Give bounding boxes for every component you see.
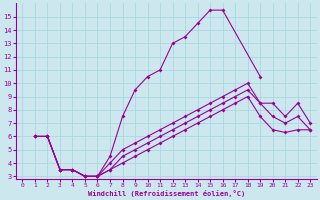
X-axis label: Windchill (Refroidissement éolien,°C): Windchill (Refroidissement éolien,°C) xyxy=(88,190,245,197)
